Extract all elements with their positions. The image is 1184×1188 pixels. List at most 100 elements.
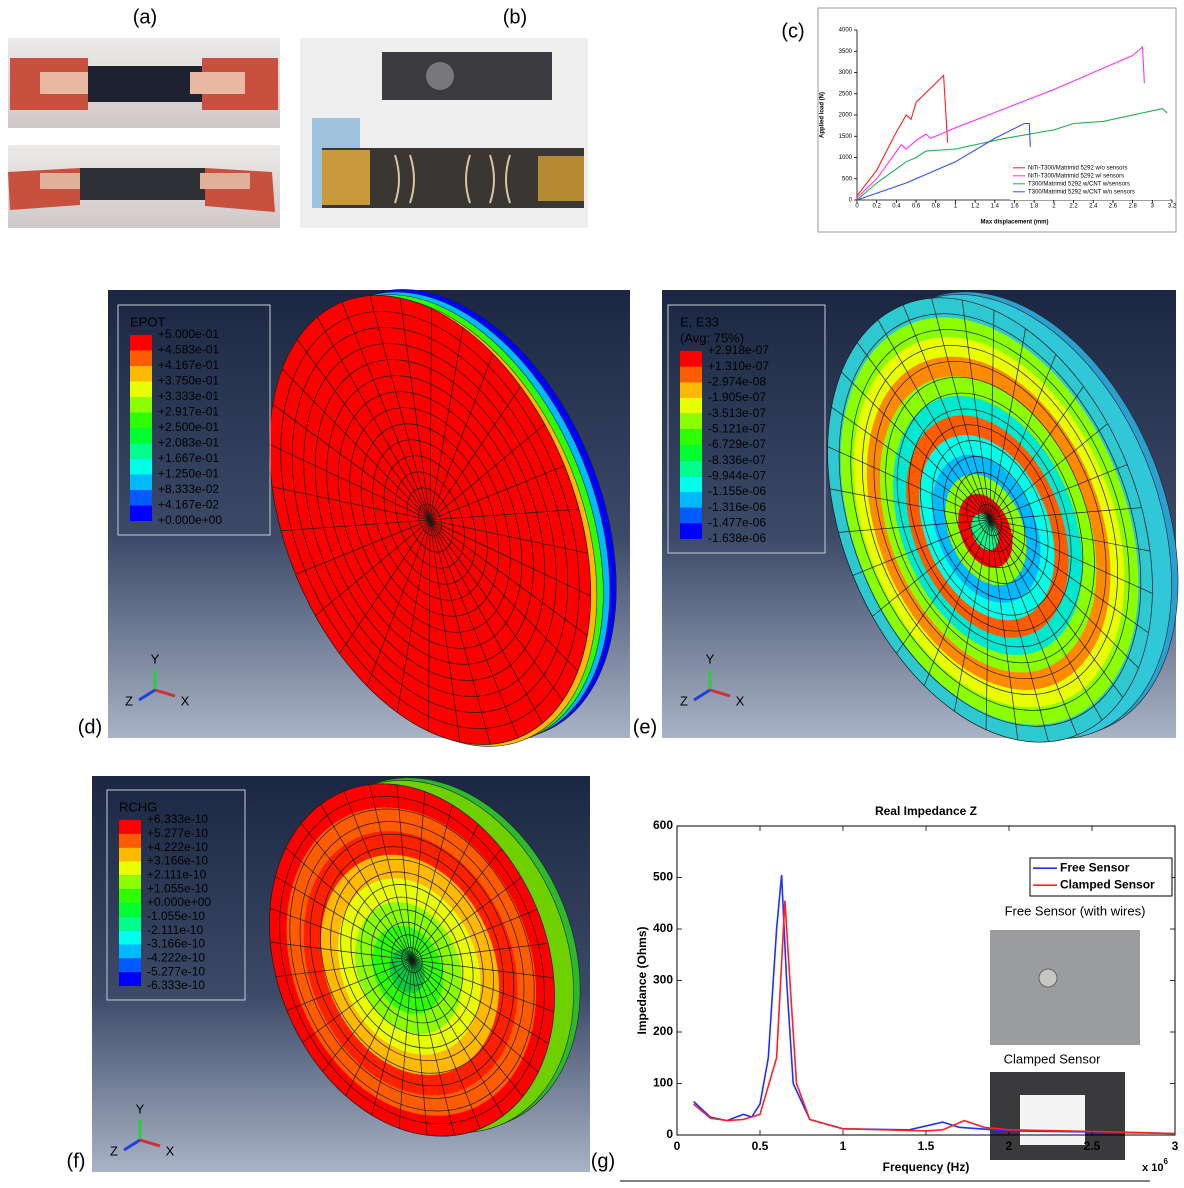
mesh-spoke — [280, 519, 431, 532]
mesh-spoke — [269, 907, 413, 961]
mesh-spoke — [286, 959, 413, 1011]
mesh-spoke — [341, 301, 431, 521]
mesh-spoke — [411, 959, 524, 1097]
mesh-spoke — [275, 876, 413, 961]
mesh-spoke — [989, 519, 1049, 742]
legend-box — [1029, 857, 1173, 897]
mesh — [268, 295, 592, 745]
legend-label: T300/Matrimid 5292 w/CNT w/o sensors — [1028, 189, 1135, 195]
legend-label: NiTi-T300/Matrimid 5292 w/o sensors — [1028, 165, 1127, 171]
mesh-spoke — [366, 519, 431, 687]
mesh-spoke — [429, 519, 579, 672]
mesh-spoke — [411, 791, 426, 961]
mesh-spoke — [827, 446, 991, 521]
legend-swatch — [680, 429, 702, 445]
legend-value: +8.333e-02 — [158, 482, 219, 496]
mesh-spoke — [989, 519, 1153, 594]
x-tick-label: 2.6 — [1109, 204, 1118, 210]
legend-swatch — [680, 476, 702, 492]
y-tick-label: 100 — [653, 1076, 673, 1090]
mesh-spoke — [411, 959, 549, 1044]
mesh-spoke — [429, 519, 588, 636]
legend-swatch — [119, 903, 141, 917]
legend-swatch — [130, 490, 152, 506]
legend-value: +4.222e-10 — [147, 840, 208, 854]
triad-z — [138, 688, 156, 702]
legend-value: +2.918e-07 — [708, 343, 769, 357]
legend-swatch — [680, 460, 702, 477]
x-tick-label: 1 — [954, 204, 958, 210]
inset-photo — [1020, 1095, 1085, 1145]
legend-value: +1.250e-01 — [158, 467, 219, 481]
legend-box — [117, 304, 271, 536]
legend-value: +0.000e+00 — [147, 895, 211, 909]
legend-swatch — [119, 930, 141, 945]
legend-swatch — [130, 366, 152, 382]
legend-value: +3.750e-01 — [158, 374, 219, 388]
triad-label: Y — [151, 651, 160, 666]
panel-label: (f) — [67, 1150, 86, 1172]
y-axis-label: Applied load (N) — [820, 92, 826, 138]
mesh-spoke — [428, 519, 431, 732]
mesh-spoke — [411, 877, 522, 961]
inset-photo — [1038, 968, 1058, 988]
y-tick-label: 1500 — [839, 134, 853, 140]
y-tick-label: 0 — [849, 198, 853, 204]
mesh-spoke — [989, 519, 1019, 740]
mesh-spoke — [411, 959, 455, 1136]
triad-x — [139, 1138, 161, 1148]
legend-value: -5.277e-10 — [147, 964, 205, 978]
mesh-spoke — [322, 959, 413, 1072]
mesh-spoke — [923, 519, 991, 686]
mesh-spoke — [954, 519, 991, 712]
series-line — [693, 874, 1176, 1135]
x-tick-label: 1 — [840, 1139, 847, 1153]
mesh-spoke — [872, 519, 991, 617]
mesh-spoke — [961, 300, 991, 521]
mesh-spoke — [989, 507, 1142, 521]
y-tick-label: 500 — [653, 870, 673, 884]
legend-swatch — [130, 397, 152, 413]
legend-value: +0.000e+00 — [158, 513, 222, 527]
mesh-spoke — [369, 295, 431, 521]
legend-swatch — [680, 507, 702, 524]
legend-swatch — [130, 459, 152, 475]
x-scale-label: x 106 — [1142, 1157, 1168, 1174]
legend-value: +1.667e-01 — [158, 451, 219, 465]
annotation: Free Sensor (with wires) — [1005, 903, 1146, 918]
triad-label: Z — [110, 1143, 118, 1158]
mesh-spoke — [411, 909, 538, 961]
mesh-spoke — [411, 942, 549, 961]
triad-label: X — [181, 693, 190, 708]
x-axis-label: Frequency (Hz) — [883, 1160, 970, 1174]
x-tick-label: 3 — [1151, 204, 1155, 210]
mesh-spoke — [429, 519, 588, 554]
legend-value: -6.333e-10 — [147, 978, 205, 992]
legend-label: T300/Matrimid 5292 w/CNT w/sensors — [1028, 181, 1130, 187]
mesh-spoke — [398, 959, 413, 1129]
legend-box — [1010, 163, 1170, 200]
mesh-spoke — [429, 308, 432, 521]
legend-value: +1.055e-10 — [147, 881, 208, 895]
x-tick-label: 1.8 — [1030, 204, 1039, 210]
mesh-spoke — [345, 959, 413, 1096]
panel-label: (e) — [633, 716, 657, 738]
triad-z — [123, 1138, 141, 1152]
legend-box — [667, 304, 826, 554]
legend-value: +3.333e-01 — [158, 389, 219, 403]
legend-value: -1.638e-06 — [708, 531, 766, 545]
mesh-spoke — [429, 519, 591, 597]
mesh-spoke — [838, 519, 991, 533]
mesh-spoke — [989, 310, 995, 521]
legend-value: +2.083e-01 — [158, 436, 219, 450]
series-line — [693, 900, 1176, 1135]
legend-swatch — [119, 889, 141, 903]
legend-value: -1.055e-10 — [147, 909, 205, 923]
y-tick-label: 200 — [653, 1024, 673, 1038]
legend-title: EPOT — [130, 314, 165, 329]
mesh-spoke — [989, 519, 1139, 669]
legend-swatch — [680, 492, 702, 508]
x-tick-label: 3 — [1172, 1139, 1179, 1153]
mesh-spoke — [295, 519, 431, 575]
